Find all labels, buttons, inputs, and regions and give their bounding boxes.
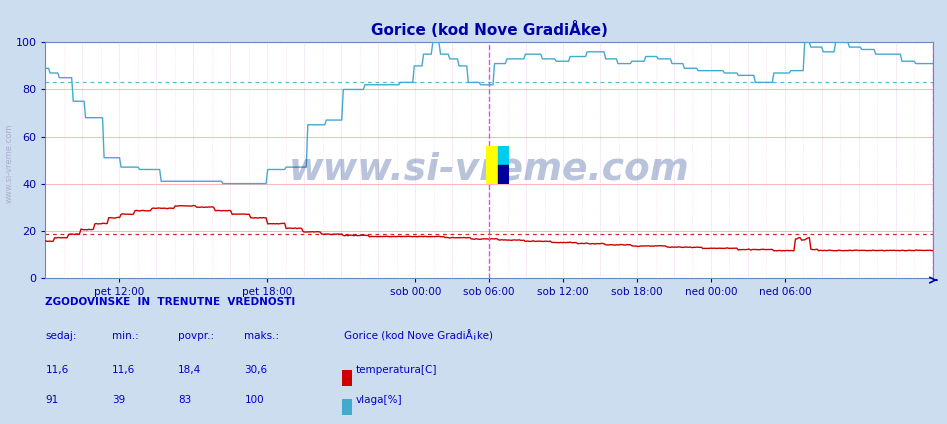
Text: 83: 83 (178, 395, 191, 405)
Text: ZGODOVINSKE  IN  TRENUTNE  VREDNOSTI: ZGODOVINSKE IN TRENUTNE VREDNOSTI (45, 297, 295, 307)
Text: povpr.:: povpr.: (178, 331, 214, 341)
Text: www.si-vreme.com: www.si-vreme.com (5, 123, 14, 203)
Text: 18,4: 18,4 (178, 365, 202, 375)
Text: min.:: min.: (112, 331, 138, 341)
Text: 11,6: 11,6 (45, 365, 69, 375)
Bar (498, 146, 509, 165)
Text: 30,6: 30,6 (244, 365, 267, 375)
Text: vlaga[%]: vlaga[%] (356, 395, 402, 405)
Text: www.si-vreme.com: www.si-vreme.com (289, 151, 689, 187)
Text: Gorice (kod Nove GradiÅ¡ke): Gorice (kod Nove GradiÅ¡ke) (344, 330, 492, 341)
Text: sedaj:: sedaj: (45, 331, 77, 341)
Text: temperatura[C]: temperatura[C] (356, 365, 438, 375)
Bar (486, 146, 498, 184)
Text: 39: 39 (112, 395, 125, 405)
Text: 91: 91 (45, 395, 59, 405)
Text: 100: 100 (244, 395, 264, 405)
Text: maks.:: maks.: (244, 331, 279, 341)
Text: 11,6: 11,6 (112, 365, 135, 375)
Title: Gorice (kod Nove GradiÅke): Gorice (kod Nove GradiÅke) (370, 22, 608, 39)
Bar (498, 165, 509, 184)
